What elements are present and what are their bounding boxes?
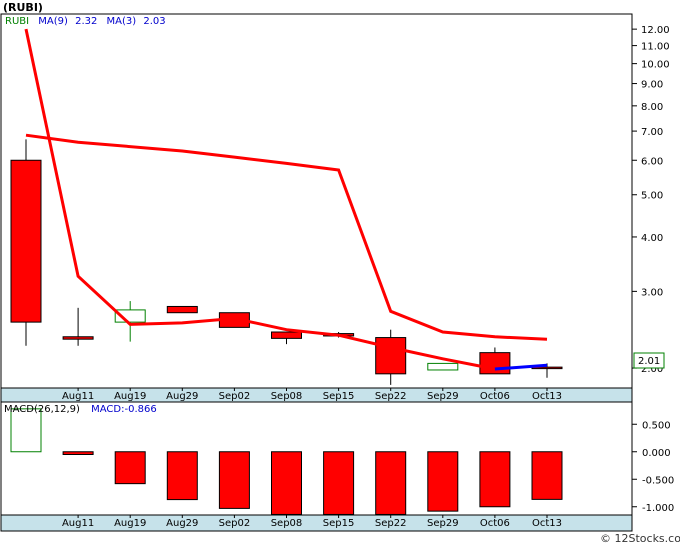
x-tick-label: Aug19 [114,391,146,402]
last-price-tag: 2.01 [638,356,660,367]
price-y-tick-label: 12.00 [641,25,670,36]
candle-body [271,331,302,339]
ma9-line [25,133,548,341]
price-y-tick-label: 3.00 [641,287,663,298]
macd-y-tick-label: 0.500 [642,420,671,431]
x-tick-label: Sep22 [375,391,407,402]
macd-marks [10,408,563,515]
x-tick-label: Sep02 [219,391,251,402]
macd-bar [114,451,146,485]
price-y-tick-label: 8.00 [641,102,663,113]
x-tick-label: Sep08 [271,391,303,402]
price-y-tick-label: 9.00 [641,80,663,91]
macd-bar [10,408,42,453]
price-marks [10,28,563,385]
price-y-tick-label: 5.00 [641,191,663,202]
price-y-tick-label: 6.00 [641,156,663,167]
last-price-tag-box [633,352,665,369]
x-tick-label: Oct06 [480,391,510,402]
x-tick-label: Sep22 [375,518,407,529]
x-tick-label: Oct06 [480,518,510,529]
macd-y-tick-label: 0.000 [642,448,671,459]
legend: RUBI MA(9) 2.32 MA(3) 2.03 [5,16,166,27]
price-x-axis: Aug11 Aug19 Aug29 Sep02 Sep08 Sep15 Sep22 Sep29… [62,388,562,402]
candle-body [479,352,511,375]
macd-bar [427,451,459,512]
price-y-tick-label: 4.00 [641,233,663,244]
ma3-line [494,363,548,371]
legend-ma9-value: 2.32 [75,16,97,27]
macd-bar [323,451,355,515]
candle-body [166,305,198,314]
x-tick-label: Aug11 [62,391,94,402]
x-tick-label: Oct13 [532,518,562,529]
legend-ma3-label: MA(3) [107,16,137,27]
macd-bar [166,451,198,501]
macd-bar [62,451,94,455]
price-y-tick-label: 2.00 [641,364,663,375]
x-tick-label: Sep08 [271,518,303,529]
price-y-tick-label: 7.00 [641,127,663,138]
macd-bar [531,451,563,500]
candle-body [375,337,407,375]
x-tick-label: Sep29 [427,518,459,529]
macd-legend-label: MACD(26,12,9) [4,404,80,415]
fast-ma-line [24,28,496,371]
x-tick-label: Aug11 [62,518,94,529]
candle-body [531,366,563,370]
macd-bar [271,451,302,515]
x-tick-label: Sep15 [323,391,355,402]
legend-ma9-label: MA(9) [38,16,68,27]
x-tick-label: Aug29 [166,518,198,529]
price-y-tick-label: 10.00 [641,60,670,71]
x-tick-label: Oct13 [532,391,562,402]
chart-title: (RUBI) [3,1,43,14]
macd-panel [0,401,633,516]
macd-legend: MACD(26,12,9) MACD:-0.866 [4,404,157,415]
macd-x-axis: Aug11 Aug19 Aug29 Sep02 Sep08 Sep15 Sep22 Sep29… [62,515,562,529]
price-y-tick-label: 11.00 [641,42,670,53]
watermark: © 12Stocks.com [600,532,680,545]
candle-body [427,362,459,371]
macd-y-axis: 0.500 0.000 -0.500 -1.000 [632,420,674,514]
legend-ma3-value: 2.03 [143,16,165,27]
price-y-axis: 2.00 3.00 4.00 5.00 6.00 7.00 8.00 9.00 10.00 11.… [632,25,670,375]
macd-y-tick-label: -0.500 [642,475,674,486]
x-tick-label: Sep02 [219,518,251,529]
x-tick-label: Sep15 [323,518,355,529]
macd-y-tick-label: -1.000 [642,503,674,514]
x-tick-label: Sep29 [427,391,459,402]
macd-bar [375,451,407,515]
candle-body [10,159,42,323]
macd-legend-value: MACD:-0.866 [91,404,157,415]
candle-body [62,336,94,340]
macd-x-axis-band [0,514,633,532]
macd-bar [218,451,250,509]
price-panel [0,13,633,389]
x-tick-label: Aug29 [166,391,198,402]
macd-bar [479,451,511,508]
x-tick-label: Aug19 [114,518,146,529]
legend-ticker: RUBI [5,16,29,27]
